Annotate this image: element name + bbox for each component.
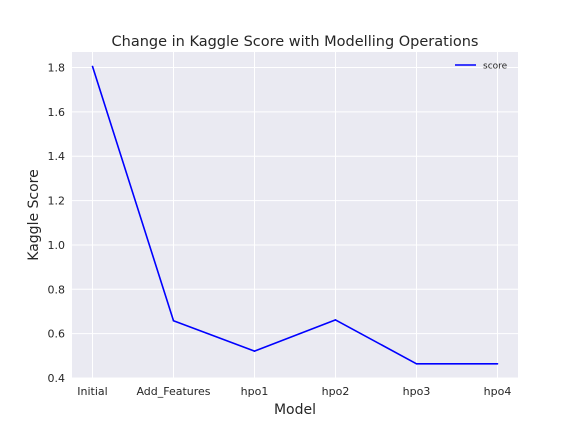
data-point — [253, 350, 256, 352]
x-axis-label: Model — [274, 402, 316, 418]
y-tick-label: 0.8 — [48, 283, 66, 296]
legend: score — [455, 62, 508, 72]
plot-area — [72, 52, 518, 378]
y-axis-label: Kaggle Score — [26, 169, 42, 260]
y-tick-label: 0.6 — [48, 328, 66, 341]
series-line-score — [91, 66, 498, 365]
grid-lines — [72, 52, 518, 379]
y-tick-label: 1.0 — [48, 239, 66, 252]
x-tick-label: hpo3 — [403, 385, 431, 398]
y-tick-label: 1.2 — [48, 195, 66, 208]
legend-label-score: score — [483, 62, 508, 72]
x-tick-label: Add_Features — [136, 385, 210, 398]
x-tick-label: hpo1 — [241, 385, 269, 398]
chart-title: Change in Kaggle Score with Modelling Op… — [112, 34, 479, 50]
data-point — [496, 363, 499, 365]
x-tick-label: Initial — [77, 385, 107, 398]
y-tick-label: 1.8 — [48, 62, 66, 75]
data-point — [172, 319, 175, 322]
data-point — [91, 65, 94, 68]
series-lines — [91, 65, 499, 365]
data-point — [334, 319, 337, 321]
x-tick-label: hpo4 — [484, 385, 512, 398]
y-tick-label: 0.4 — [48, 372, 66, 385]
x-tick-label: hpo2 — [322, 385, 350, 398]
data-point — [415, 363, 418, 365]
y-tick-label: 1.6 — [48, 106, 66, 119]
y-tick-label: 1.4 — [48, 150, 66, 163]
y-tick-labels: 0.4 0.6 0.8 1.0 1.2 1.4 1.6 1.8 — [48, 62, 66, 385]
x-tick-labels: Initial Add_Features hpo1 hpo2 hpo3 hpo4 — [77, 385, 511, 398]
